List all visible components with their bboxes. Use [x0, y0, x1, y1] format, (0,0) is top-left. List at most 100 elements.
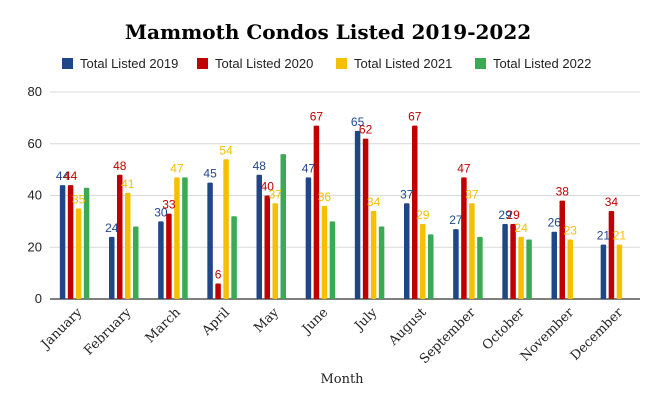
data-label: 21	[613, 229, 627, 243]
bars	[59, 125, 623, 299]
x-tick-label: January	[37, 305, 86, 354]
bar	[404, 203, 410, 299]
legend-label: Total Listed 2022	[493, 56, 591, 71]
bar	[117, 174, 123, 299]
bar	[412, 125, 418, 299]
bar	[133, 226, 139, 299]
legend-swatch	[197, 58, 208, 69]
data-label: 62	[359, 123, 373, 137]
bar	[329, 221, 336, 299]
legend: Total Listed 2019 Total Listed 2020 Total …	[62, 56, 591, 71]
x-tick-label: August	[385, 305, 430, 350]
y-axis-ticks: 0 20 40 60 80	[28, 84, 42, 306]
bar	[125, 192, 131, 299]
x-tick-label: November	[518, 305, 578, 365]
bar	[305, 177, 312, 299]
data-label: 54	[219, 143, 233, 157]
bar	[362, 138, 369, 299]
data-label: 33	[162, 198, 176, 212]
data-label: 29	[416, 208, 430, 222]
bar	[158, 221, 164, 299]
bar	[256, 174, 262, 299]
legend-label: Total Listed 2020	[215, 56, 313, 71]
x-tick-label: February	[81, 305, 135, 359]
bar	[280, 154, 286, 299]
bar	[616, 244, 623, 299]
bar	[75, 208, 82, 299]
x-tick-label: April	[199, 305, 233, 339]
y-tick-label: 80	[28, 84, 42, 99]
bar	[231, 216, 237, 299]
bar	[321, 205, 328, 299]
data-label: 67	[310, 110, 324, 124]
bar	[207, 182, 213, 299]
bar	[600, 244, 607, 299]
data-label: 37	[465, 187, 479, 201]
data-label: 23	[564, 223, 578, 237]
bar	[469, 203, 475, 299]
y-tick-label: 0	[35, 291, 42, 306]
x-tick-label: December	[568, 305, 627, 364]
legend-label: Total Listed 2021	[354, 56, 452, 71]
data-label: 35	[72, 192, 86, 206]
data-label: 21	[597, 229, 611, 243]
bar	[477, 236, 483, 299]
bar	[461, 177, 467, 299]
bar	[567, 239, 573, 299]
legend-swatch	[62, 58, 73, 69]
legend-swatch	[336, 58, 347, 69]
data-label: 44	[64, 169, 78, 183]
data-label: 24	[514, 221, 528, 235]
data-label: 36	[318, 190, 332, 204]
data-label: 67	[408, 110, 422, 124]
gridlines	[50, 91, 640, 300]
data-label: 45	[203, 167, 217, 181]
bar	[510, 223, 516, 299]
data-label: 30	[154, 205, 168, 219]
bar	[174, 177, 180, 299]
data-label: 44	[56, 169, 70, 183]
data-label: 37	[269, 187, 283, 201]
y-tick-label: 40	[28, 188, 42, 203]
data-label: 26	[548, 216, 562, 230]
legend-swatch	[475, 58, 486, 69]
bar	[166, 213, 172, 299]
y-tick-label: 20	[28, 239, 42, 254]
bar	[313, 125, 320, 299]
x-tick-label: May	[251, 305, 282, 336]
data-label: 48	[253, 159, 267, 173]
data-label: 47	[170, 161, 184, 175]
data-label: 6	[215, 267, 222, 281]
bar	[608, 211, 615, 299]
bar	[182, 177, 188, 299]
bar	[559, 200, 565, 299]
bar	[109, 236, 115, 299]
data-label: 47	[457, 161, 471, 175]
data-label: 29	[506, 208, 520, 222]
data-label: 40	[261, 180, 275, 194]
bar	[83, 187, 90, 299]
data-label: 38	[556, 185, 570, 199]
y-tick-label: 60	[28, 136, 42, 151]
bar	[215, 283, 221, 299]
bar	[551, 231, 557, 299]
bar	[518, 236, 524, 299]
bar	[370, 211, 377, 299]
x-tick-label: July	[351, 305, 381, 335]
bar	[453, 229, 459, 299]
bar	[526, 239, 532, 299]
x-axis-label: Month	[320, 372, 364, 387]
legend-label: Total Listed 2019	[80, 56, 178, 71]
bar	[428, 234, 434, 299]
bar	[420, 223, 426, 299]
data-label: 41	[121, 177, 135, 191]
bar	[67, 185, 74, 299]
x-tick-label: June	[298, 305, 331, 338]
bar	[272, 203, 278, 299]
bar	[264, 195, 270, 299]
x-tick-label: October	[480, 305, 529, 354]
